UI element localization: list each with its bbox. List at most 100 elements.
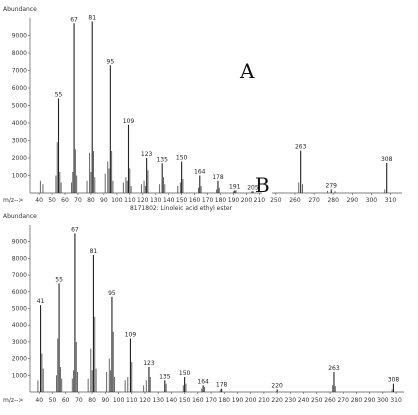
x-tick-label: 270 — [308, 197, 320, 204]
y-tick-label: 3000 — [12, 339, 27, 346]
peak-label: 164 — [197, 378, 209, 385]
peak-label: 95 — [107, 58, 115, 65]
peak-label: 308 — [381, 156, 393, 163]
x-tick-label: 70 — [75, 397, 83, 404]
x-tick-label: 280 — [351, 397, 363, 404]
peak-label: 205 — [247, 184, 259, 191]
x-tick-label: 200 — [245, 397, 257, 404]
panel-label-a: A — [239, 59, 255, 83]
x-tick-label: 190 — [228, 197, 240, 204]
x-tick-label: 220 — [271, 397, 283, 404]
x-tick-label: 250 — [311, 397, 323, 404]
x-tick-label: 90 — [100, 197, 108, 204]
peak-label: 150 — [176, 155, 188, 162]
peak-label: 308 — [388, 377, 400, 384]
peak-label: 279 — [326, 182, 338, 189]
peak-label: 135 — [159, 373, 171, 380]
x-tick-label: 140 — [166, 397, 178, 404]
x-tick-label: 180 — [219, 397, 231, 404]
x-axis-title: m/z--> — [3, 197, 23, 204]
x-tick-label: 120 — [139, 397, 151, 404]
x-tick-label: 50 — [49, 397, 57, 404]
y-tick-label: 4000 — [12, 120, 27, 127]
peak-label: 178 — [216, 382, 228, 389]
x-tick-label: 210 — [258, 397, 270, 404]
y-axis-title: Abundance — [3, 213, 37, 220]
x-tick-label: 290 — [347, 197, 359, 204]
y-tick-label: 5000 — [12, 103, 27, 110]
x-axis-title: m/z--> — [3, 397, 23, 404]
peak-label: 67 — [71, 226, 79, 233]
peak-label: 55 — [55, 276, 63, 283]
x-tick-label: 210 — [254, 197, 266, 204]
x-tick-label: 140 — [163, 197, 175, 204]
x-tick-label: 280 — [327, 197, 339, 204]
x-tick-label: 200 — [241, 197, 253, 204]
x-tick-label: 260 — [289, 197, 301, 204]
peak-label: 109 — [123, 118, 135, 125]
y-tick-label: 7000 — [12, 68, 27, 75]
y-tick-label: 6000 — [12, 85, 27, 92]
x-tick-label: 160 — [192, 397, 204, 404]
spectrum-bottom: 1000 2000 3000 4000 5000 6000 7000 8000 9000 40 50… — [3, 213, 404, 404]
spectrum-inset: 250 260 270 280 290 300 310 263 279 308 — [270, 144, 402, 204]
peak-label: 150 — [179, 370, 191, 377]
x-tick-label: 290 — [364, 397, 376, 404]
y-tick-label: 1000 — [12, 372, 27, 379]
peak-label: 123 — [143, 360, 155, 367]
x-tick-label: 90 — [102, 397, 110, 404]
peak-label: 178 — [212, 174, 224, 181]
x-tick-label: 120 — [137, 197, 149, 204]
peak-label: 123 — [141, 151, 153, 158]
x-tick-label: 230 — [285, 397, 297, 404]
x-tick-label: 310 — [390, 397, 402, 404]
x-tick-label: 100 — [111, 197, 123, 204]
peak-label: 109 — [125, 332, 137, 339]
x-tick-label: 160 — [189, 197, 201, 204]
x-tick-label: 300 — [366, 197, 378, 204]
x-tick-label: 190 — [232, 397, 244, 404]
x-tick-label: 260 — [324, 397, 336, 404]
peak-label: 220 — [271, 382, 283, 389]
y-tick-label: 3000 — [12, 138, 27, 145]
peak-label: 81 — [90, 248, 98, 255]
x-tick-label: 250 — [270, 197, 282, 204]
peak-label: 263 — [328, 365, 340, 372]
peak-label: 164 — [194, 169, 206, 176]
y-tick-label: 2000 — [12, 356, 27, 363]
y-tick-label: 6000 — [12, 289, 27, 296]
x-tick-label: 130 — [152, 397, 164, 404]
spectrum-top: 1000 2000 3000 4000 5000 6000 7000 8000 9000 40 50… — [3, 6, 265, 212]
peak-label: 81 — [88, 15, 96, 22]
peak-label: 263 — [295, 144, 307, 151]
y-tick-label: 4000 — [12, 322, 27, 329]
x-tick-label: 60 — [61, 197, 69, 204]
x-tick-label: 240 — [298, 397, 310, 404]
y-tick-label: 8000 — [12, 255, 27, 262]
x-tick-label: 70 — [74, 197, 82, 204]
y-tick-label: 5000 — [12, 306, 27, 313]
x-tick-label: 80 — [87, 197, 95, 204]
y-tick-label: 9000 — [12, 239, 27, 246]
peak-label: 191 — [229, 183, 241, 190]
x-tick-label: 300 — [377, 397, 389, 404]
y-tick-label: 2000 — [12, 155, 27, 162]
x-tick-label: 310 — [385, 197, 397, 204]
x-tick-label: 170 — [202, 197, 214, 204]
x-tick-label: 180 — [215, 197, 227, 204]
x-tick-label: 80 — [88, 397, 96, 404]
peak-label: 135 — [156, 156, 168, 163]
x-tick-label: 270 — [337, 397, 349, 404]
x-tick-label: 150 — [179, 397, 191, 404]
peak-label: 41 — [37, 298, 45, 305]
spectrum-caption: 8171802: Linoleic acid ethyl ester — [130, 205, 233, 212]
y-axis-title: Abundance — [3, 6, 37, 13]
peak-label: 55 — [55, 92, 63, 99]
x-tick-label: 40 — [35, 397, 43, 404]
peak-label: 95 — [108, 290, 116, 297]
x-tick-label: 150 — [176, 197, 188, 204]
y-tick-label: 9000 — [12, 33, 27, 40]
x-tick-label: 110 — [126, 397, 138, 404]
y-tick-label: 1000 — [12, 173, 27, 180]
